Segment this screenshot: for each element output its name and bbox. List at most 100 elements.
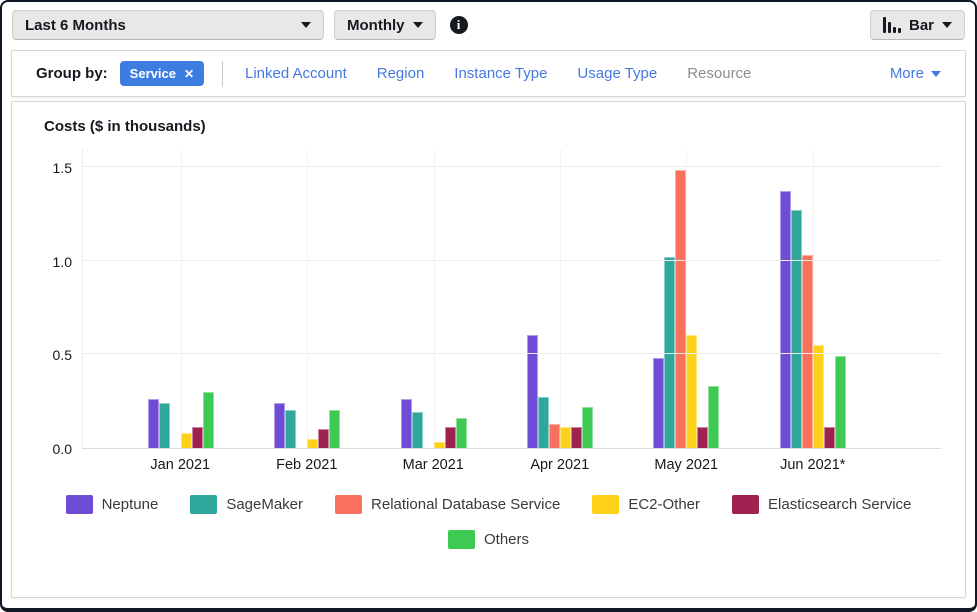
y-axis-tick: 0.5 (52, 347, 72, 364)
vertical-gridline (307, 149, 309, 448)
legend-item[interactable]: SageMaker (190, 495, 303, 514)
bar[interactable] (664, 257, 676, 448)
bar[interactable] (582, 407, 594, 448)
bar[interactable] (653, 358, 665, 448)
bar[interactable] (444, 427, 456, 448)
bar[interactable] (307, 439, 319, 448)
bar[interactable] (181, 433, 193, 448)
group-by-link-region[interactable]: Region (376, 65, 425, 82)
x-axis-label: Feb 2021 (276, 457, 338, 473)
granularity-dropdown[interactable]: Monthly (334, 10, 436, 40)
x-axis-label: Jun 2021* (780, 457, 846, 473)
legend-row-2: Others (36, 530, 941, 549)
chart-panel: Costs ($ in thousands) 0.0 0.5 1.0 1.5 Jan … (11, 101, 966, 598)
more-label: More (889, 65, 924, 82)
chevron-down-icon (412, 22, 423, 28)
bar[interactable] (411, 412, 423, 448)
bar[interactable] (159, 403, 171, 448)
bar[interactable] (779, 191, 791, 448)
legend-label: EC2-Other (628, 496, 701, 513)
bar-cluster (779, 191, 846, 448)
vertical-gridline (181, 149, 183, 448)
bar[interactable] (318, 429, 330, 448)
legend-label: Neptune (101, 496, 159, 513)
bar[interactable] (274, 403, 286, 448)
bar[interactable] (538, 397, 550, 448)
bar-group (750, 149, 876, 448)
group-by-chip-service[interactable]: Service ✕ (119, 61, 204, 86)
bar-groups (83, 149, 941, 448)
bar[interactable] (708, 386, 720, 448)
legend-swatch (447, 530, 475, 549)
legend-swatch (732, 495, 760, 514)
legend-label: Others (483, 531, 529, 548)
bar[interactable] (455, 418, 467, 448)
legend-item[interactable]: EC2-Other (592, 495, 700, 514)
y-axis-tick: 0.0 (52, 441, 72, 457)
bar-cluster (274, 403, 341, 448)
time-range-value: Last 6 Months (25, 16, 126, 34)
bar-cluster (527, 335, 594, 448)
legend-swatch (335, 495, 363, 514)
x-axis-label: May 2021 (654, 457, 719, 473)
bar[interactable] (697, 427, 709, 448)
bar[interactable] (571, 427, 583, 448)
group-by-label: Group by: (36, 65, 108, 82)
granularity-value: Monthly (347, 16, 405, 34)
bar[interactable] (801, 255, 813, 448)
bar-group (244, 149, 370, 448)
bar[interactable] (527, 335, 539, 448)
chevron-down-icon (942, 22, 952, 28)
bar[interactable] (400, 399, 412, 448)
x-axis-label: Jan 2021 (150, 457, 211, 473)
group-by-link-linked-account[interactable]: Linked Account (245, 65, 347, 82)
x-axis-label: Apr 2021 (530, 457, 590, 473)
group-by-links: Linked Account Region Instance Type Usag… (245, 65, 751, 82)
bar[interactable] (192, 427, 204, 448)
time-range-dropdown[interactable]: Last 6 Months (12, 10, 324, 40)
legend-item[interactable]: Elasticsearch Service (732, 495, 911, 514)
bar[interactable] (285, 410, 297, 448)
bar[interactable] (560, 427, 572, 448)
legend-swatch (190, 495, 218, 514)
x-labels: Jan 2021 Feb 2021 Mar 2021 Apr 2021 May 2021… (82, 457, 941, 473)
close-icon[interactable]: ✕ (183, 66, 194, 81)
chart-type-dropdown[interactable]: Bar (869, 10, 965, 40)
chip-label: Service (129, 66, 176, 81)
divider (222, 60, 223, 87)
legend-item[interactable]: Neptune (65, 495, 159, 514)
legend-swatch (592, 495, 620, 514)
bar[interactable] (834, 356, 846, 448)
x-axis-label: Mar 2021 (402, 457, 464, 473)
bar[interactable] (790, 210, 802, 448)
legend-item[interactable]: Relational Database Service (335, 495, 560, 514)
bar[interactable] (203, 392, 215, 448)
vertical-gridline (560, 149, 562, 448)
chevron-down-icon (931, 70, 941, 77)
y-axis-tick: 1.0 (52, 253, 72, 270)
bar-group (118, 149, 244, 448)
bar[interactable] (675, 170, 687, 448)
chevron-down-icon (301, 22, 311, 28)
legend: Neptune SageMaker Relational Database Serv… (36, 495, 941, 549)
bar[interactable] (433, 442, 445, 448)
bar-cluster (148, 392, 215, 448)
more-dropdown[interactable]: More (890, 65, 941, 82)
group-by-link-usage-type[interactable]: Usage Type (577, 65, 658, 82)
vertical-gridline (433, 149, 435, 448)
toolbar: Last 6 Months Monthly i Bar (2, 2, 975, 46)
legend-item[interactable]: Others (447, 530, 529, 549)
bar[interactable] (823, 427, 835, 448)
bar[interactable] (686, 335, 698, 448)
chart: 0.0 0.5 1.0 1.5 (36, 149, 941, 457)
bar[interactable] (148, 399, 160, 448)
bar[interactable] (812, 345, 824, 448)
group-by-link-instance-type[interactable]: Instance Type (454, 65, 548, 82)
bar-cluster (653, 170, 720, 448)
info-icon[interactable]: i (449, 16, 468, 34)
y-axis: 0.0 0.5 1.0 1.5 (36, 149, 82, 457)
bar[interactable] (549, 424, 561, 448)
bar[interactable] (329, 410, 341, 448)
legend-label: SageMaker (226, 496, 304, 513)
